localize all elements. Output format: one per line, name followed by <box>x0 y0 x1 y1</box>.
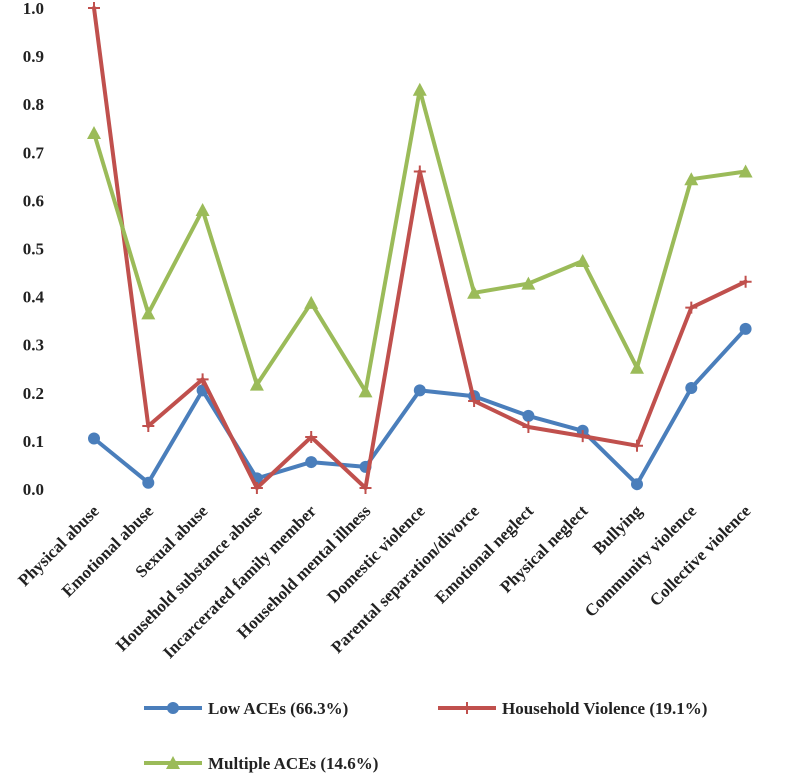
data-point <box>522 409 535 422</box>
data-point <box>196 373 209 386</box>
y-tick-label: 0.7 <box>23 143 45 162</box>
y-tick-label: 1.0 <box>23 0 44 18</box>
data-point <box>304 295 319 309</box>
data-point <box>521 276 536 290</box>
data-point <box>685 381 698 394</box>
data-point <box>738 164 753 178</box>
data-point <box>141 306 156 320</box>
data-point <box>359 482 372 495</box>
x-tick-label: Emotional abuse <box>58 501 158 601</box>
data-point <box>412 82 427 96</box>
data-point <box>468 394 481 407</box>
data-point <box>575 254 590 268</box>
data-point <box>88 432 100 445</box>
data-point <box>305 431 318 444</box>
data-point <box>631 439 643 452</box>
legend: Low ACEs (66.3%) Household Violence (19.1… <box>144 699 707 773</box>
data-point <box>576 430 589 443</box>
legend-item: Household Violence (19.1%) <box>438 699 707 718</box>
plot-area <box>87 2 753 495</box>
y-axis: 0.0 0.1 0.2 0.3 0.4 0.5 0.6 0.7 0.8 0.9 1.0 <box>23 0 45 499</box>
legend-marker <box>167 702 179 714</box>
y-tick-label: 0.0 <box>23 480 44 499</box>
data-point <box>88 2 100 14</box>
data-point <box>358 384 373 398</box>
x-tick-label: Domestic violence <box>323 501 429 607</box>
y-tick-label: 0.5 <box>23 240 44 259</box>
data-point <box>249 377 264 391</box>
y-tick-label: 0.4 <box>23 288 45 307</box>
data-point <box>142 476 155 489</box>
data-point <box>195 203 210 217</box>
series-1 <box>88 2 752 495</box>
data-point <box>684 172 699 186</box>
legend-label: Low ACEs (66.3%) <box>208 699 348 718</box>
data-point <box>630 360 644 374</box>
data-point <box>142 419 155 432</box>
series-line <box>92 326 748 487</box>
data-point <box>522 420 535 433</box>
y-tick-label: 0.9 <box>23 47 44 66</box>
y-tick-label: 0.1 <box>23 432 44 451</box>
series-line <box>92 87 748 394</box>
legend-item: Multiple ACEs (14.6%) <box>144 754 378 773</box>
y-tick-label: 0.2 <box>23 384 44 403</box>
data-point <box>739 322 752 335</box>
legend-item: Low ACEs (66.3%) <box>144 699 348 718</box>
series-line <box>92 6 748 490</box>
legend-label: Household Violence (19.1%) <box>502 699 707 718</box>
x-tick-label: Collective violence <box>646 501 755 610</box>
data-point <box>467 285 482 299</box>
legend-label: Multiple ACEs (14.6%) <box>208 754 378 773</box>
y-tick-label: 0.3 <box>23 336 44 355</box>
series-2 <box>87 82 753 398</box>
y-tick-label: 0.6 <box>23 191 44 210</box>
data-point <box>87 126 101 140</box>
data-point <box>631 478 643 491</box>
legend-marker <box>166 756 180 769</box>
data-point <box>413 384 426 397</box>
data-point <box>305 456 318 469</box>
y-tick-label: 0.8 <box>23 95 44 114</box>
legend-marker <box>461 702 473 714</box>
x-tick-label: Emotional neglect <box>431 501 537 607</box>
data-point <box>739 275 752 288</box>
data-point <box>413 165 426 178</box>
data-point <box>250 482 263 495</box>
data-point <box>685 301 698 314</box>
